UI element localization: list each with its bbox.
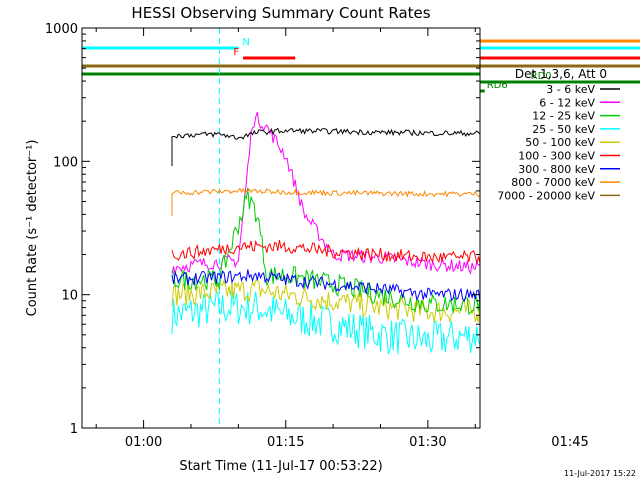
series-line-50-100-kev	[171, 278, 480, 324]
x-tick-label: 01:30	[409, 435, 446, 450]
flag-bars: NFSFD1FD2RD0RD6	[82, 37, 640, 93]
y-tick-label: 1000	[45, 22, 78, 37]
vertical-markers	[218, 28, 220, 428]
legend-entry-label: 100 - 300 keV	[518, 150, 595, 163]
series-line-12-25-kev	[171, 187, 480, 316]
legend-entry-label: 50 - 100 keV	[525, 136, 595, 149]
series-line-100-300-kev	[171, 239, 480, 264]
chart-title: HESSI Observing Summary Count Rates	[131, 4, 430, 22]
flag-label: RD6	[487, 80, 508, 91]
flag-label: F	[233, 47, 239, 58]
legend-entry-label: 12 - 25 keV	[532, 110, 595, 123]
y-axis-label: Count Rate (s⁻¹ detector⁻¹)	[25, 140, 40, 317]
flag-label: N	[242, 37, 249, 48]
footer-timestamp: 11-Jul-2017 15:22	[564, 469, 636, 478]
x-tick-label: 01:00	[125, 435, 162, 450]
legend-entry-label: 800 - 7000 keV	[511, 176, 595, 189]
series-lines	[171, 111, 480, 355]
series-line-25-50-kev	[171, 291, 480, 355]
x-axis-label: Start Time (11-Jul-17 00:53:22)	[179, 459, 382, 474]
legend-entry-label: 7000 - 20000 keV	[497, 189, 595, 202]
legend-entry-label: 300 - 800 keV	[518, 163, 595, 176]
legend-title: Det 1,3,6, Att 0	[515, 67, 607, 81]
legend-entry-label: 25 - 50 keV	[532, 123, 595, 136]
series-line-800-7000-kev	[171, 187, 480, 216]
legend-entry-label: 3 - 6 keV	[546, 83, 595, 96]
axis-ticks: 110100100001:0001:1501:3001:4502:0002:15…	[45, 22, 589, 450]
series-line-6-12-kev	[171, 111, 480, 275]
x-tick-label: 01:15	[267, 435, 304, 450]
flag-label: RD0	[531, 71, 552, 82]
series-line-300-800-kev	[171, 269, 480, 302]
y-tick-label: 10	[61, 289, 78, 304]
series-line-3-6-kev	[171, 127, 480, 166]
plot-frame	[81, 27, 481, 429]
y-tick-label: 1	[70, 422, 78, 437]
y-tick-label: 100	[53, 155, 78, 170]
x-tick-label: 01:45	[551, 435, 588, 450]
legend-entry-label: 6 - 12 keV	[539, 96, 595, 109]
